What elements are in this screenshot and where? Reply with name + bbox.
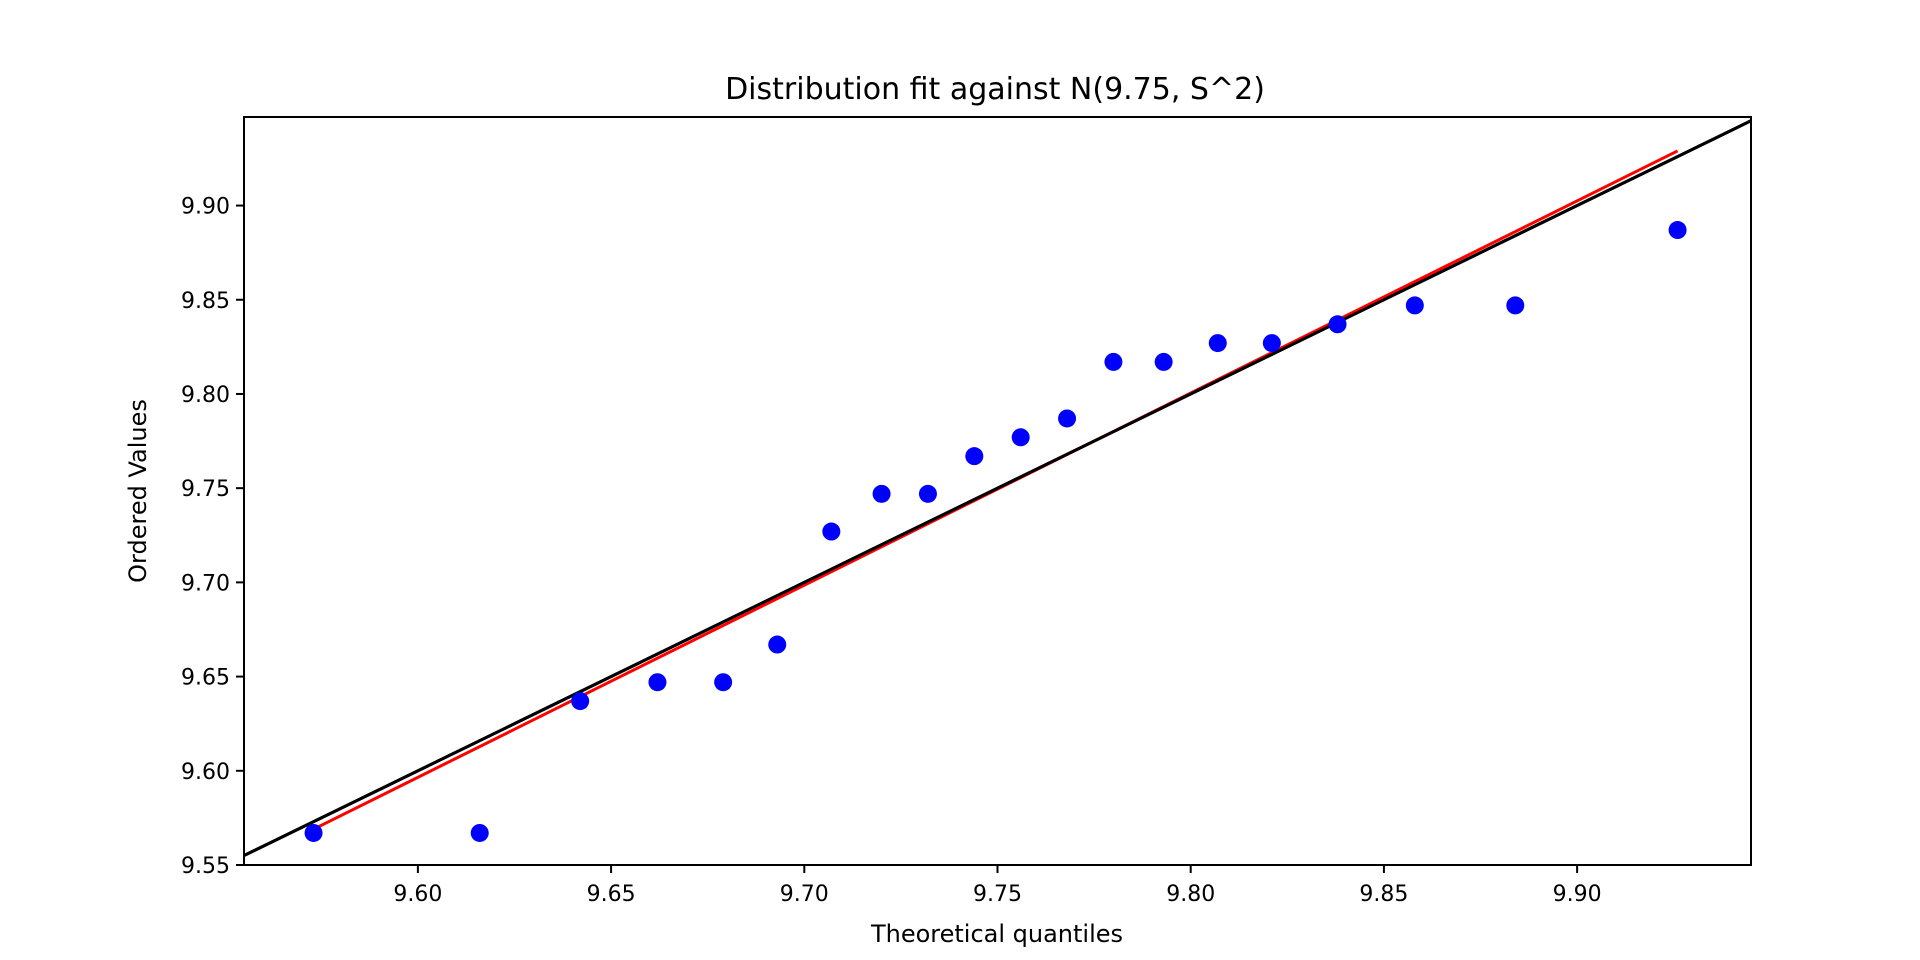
y-tick-label: 9.65 <box>181 666 230 691</box>
y-tick-label: 9.90 <box>181 195 230 220</box>
data-point <box>768 635 787 654</box>
x-axis: 9.60 9.65 9.70 9.75 9.80 9.85 9.90 <box>393 865 1602 907</box>
x-tick-label: 9.65 <box>587 882 636 907</box>
y-tick-label: 9.70 <box>181 571 230 596</box>
data-point <box>470 823 489 842</box>
lines-group <box>244 119 1751 857</box>
plot-area <box>243 116 1752 866</box>
data-point <box>965 447 984 466</box>
data-point <box>1154 352 1173 371</box>
reference-line-overlay <box>244 119 1751 857</box>
data-point <box>1668 221 1687 240</box>
data-point <box>918 484 937 503</box>
y-tick-label: 9.60 <box>181 760 230 785</box>
data-point <box>1506 296 1525 315</box>
data-point <box>1058 409 1077 428</box>
data-point <box>1405 296 1424 315</box>
y-tick-label: 9.75 <box>181 477 230 502</box>
y-tick-label: 9.85 <box>181 289 230 314</box>
y-axis: 9.55 9.60 9.65 9.70 9.75 9.80 9.85 9.90 <box>181 195 244 879</box>
data-point <box>571 692 590 711</box>
data-point <box>648 673 667 692</box>
data-point <box>1328 315 1347 334</box>
x-tick-label: 9.60 <box>393 882 442 907</box>
y-axis-label: Ordered Values <box>124 399 152 583</box>
x-tick-label: 9.90 <box>1553 882 1602 907</box>
data-point <box>872 484 891 503</box>
data-point <box>714 673 733 692</box>
data-point <box>304 823 323 842</box>
points-group <box>304 221 1687 842</box>
data-point <box>822 522 841 541</box>
x-tick-label: 9.85 <box>1359 882 1408 907</box>
y-tick-label: 9.80 <box>181 383 230 408</box>
data-point <box>1208 334 1227 353</box>
y-tick-label: 9.55 <box>181 854 230 879</box>
x-tick-label: 9.70 <box>780 882 829 907</box>
chart-title: Distribution fit against N(9.75, S^2) <box>725 72 1265 107</box>
x-axis-label: Theoretical quantiles <box>870 920 1123 948</box>
x-tick-label: 9.75 <box>973 882 1022 907</box>
data-point <box>1262 334 1281 353</box>
x-tick-label: 9.80 <box>1166 882 1215 907</box>
data-point <box>1104 352 1123 371</box>
data-point <box>1011 428 1030 447</box>
